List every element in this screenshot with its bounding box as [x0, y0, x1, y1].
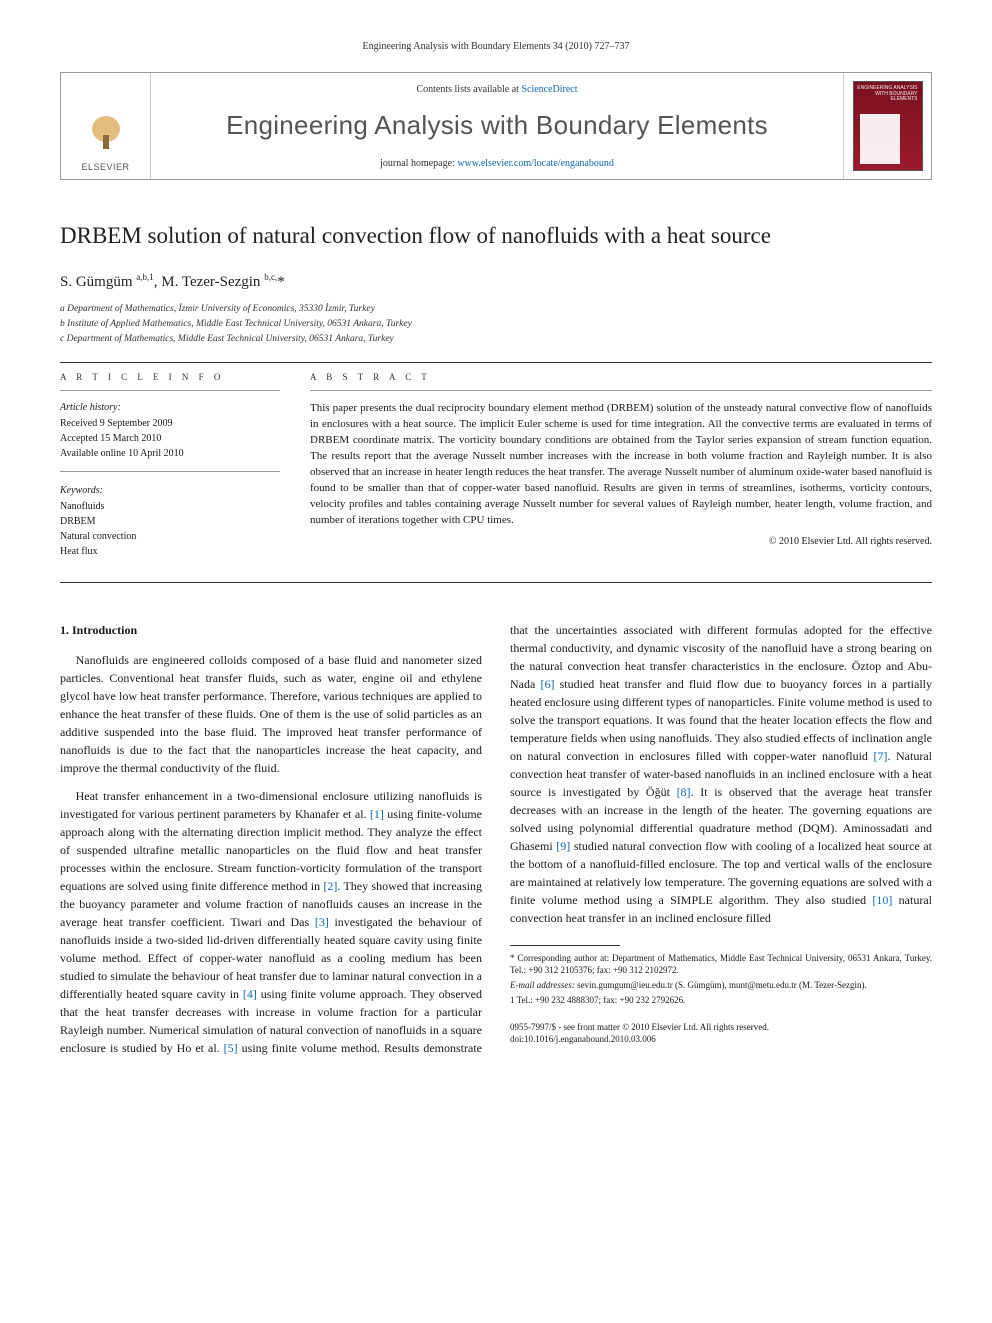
keywords-label: Keywords:: [60, 484, 280, 498]
history-line: Received 9 September 2009: [60, 417, 280, 431]
citation-ref[interactable]: [10]: [872, 893, 892, 907]
contents-line: Contents lists available at ScienceDirec…: [159, 83, 835, 97]
article-meta-row: A R T I C L E I N F O Article history: R…: [60, 371, 932, 560]
divider: [60, 390, 280, 391]
affiliation: c Department of Mathematics, Middle East…: [60, 333, 932, 346]
section-head: 1. Introduction: [60, 621, 482, 639]
doi-block: 0955-7997/$ - see front matter © 2010 El…: [510, 1021, 932, 1045]
citation-ref[interactable]: [6]: [540, 677, 554, 691]
journal-cover-cell: ENGINEERING ANALYSIS WITH BOUNDARY ELEME…: [843, 73, 931, 179]
cover-shape-icon: [860, 114, 900, 164]
citation-ref[interactable]: [3]: [315, 915, 329, 929]
history-label: Article history:: [60, 401, 280, 415]
article-info-col: A R T I C L E I N F O Article history: R…: [60, 371, 280, 560]
sciencedirect-link[interactable]: ScienceDirect: [521, 84, 577, 95]
elsevier-tree-icon: [83, 111, 129, 157]
divider: [310, 390, 932, 391]
body-columns: 1. Introduction Nanofluids are engineere…: [60, 621, 932, 1057]
homepage-prefix: journal homepage:: [380, 158, 457, 169]
citation-ref[interactable]: [1]: [370, 807, 384, 821]
keyword: Natural convection: [60, 530, 280, 544]
cover-label: ENGINEERING ANALYSIS WITH BOUNDARY ELEME…: [854, 86, 918, 103]
divider: [60, 471, 280, 472]
article-title: DRBEM solution of natural convection flo…: [60, 220, 932, 252]
footnote-block: * Corresponding author at: Department of…: [510, 945, 932, 1045]
footnote-divider: [510, 945, 620, 946]
journal-title: Engineering Analysis with Boundary Eleme…: [159, 107, 835, 143]
affiliations: a Department of Mathematics, İzmir Unive…: [60, 303, 932, 347]
history-list: Received 9 September 2009Accepted 15 Mar…: [60, 417, 280, 461]
email-label: E-mail addresses:: [510, 980, 575, 990]
abstract-copyright: © 2010 Elsevier Ltd. All rights reserved…: [310, 535, 932, 549]
affiliation: b Institute of Applied Mathematics, Midd…: [60, 318, 932, 331]
front-matter-line: 0955-7997/$ - see front matter © 2010 El…: [510, 1021, 932, 1033]
authors: S. Gümgüm a,b,1, M. Tezer-Sezgin b,c,*: [60, 271, 932, 293]
keyword: DRBEM: [60, 515, 280, 529]
email-note: E-mail addresses: sevin.gumgum@ieu.edu.t…: [510, 979, 932, 991]
keywords-list: NanofluidsDRBEMNatural convectionHeat fl…: [60, 500, 280, 559]
section-number: 1.: [60, 623, 69, 637]
email-2: munt@metu.edu.tr (M. Tezer-Sezgin).: [729, 980, 867, 990]
keyword: Heat flux: [60, 545, 280, 559]
corresponding-author-note: * Corresponding author at: Department of…: [510, 952, 932, 976]
history-line: Available online 10 April 2010: [60, 447, 280, 461]
abstract-head: A B S T R A C T: [310, 371, 932, 384]
phone-note: 1 Tel.: +90 232 4888307; fax: +90 232 27…: [510, 994, 932, 1006]
article-info-head: A R T I C L E I N F O: [60, 371, 280, 384]
citation-ref[interactable]: [9]: [556, 839, 570, 853]
journal-cover-thumb: ENGINEERING ANALYSIS WITH BOUNDARY ELEME…: [853, 81, 923, 171]
contents-prefix: Contents lists available at: [416, 84, 521, 95]
email-1: sevin.gumgum@ieu.edu.tr (S. Gümgüm),: [577, 980, 727, 990]
abstract-col: A B S T R A C T This paper presents the …: [310, 371, 932, 560]
affiliation: a Department of Mathematics, İzmir Unive…: [60, 303, 932, 316]
keyword: Nanofluids: [60, 500, 280, 514]
running-head: Engineering Analysis with Boundary Eleme…: [60, 40, 932, 54]
body-paragraph: Nanofluids are engineered colloids compo…: [60, 651, 482, 777]
journal-homepage: journal homepage: www.elsevier.com/locat…: [159, 157, 835, 171]
publisher-name: ELSEVIER: [81, 161, 129, 174]
header-mid: Contents lists available at ScienceDirec…: [151, 73, 843, 179]
history-line: Accepted 15 March 2010: [60, 432, 280, 446]
citation-ref[interactable]: [4]: [243, 987, 257, 1001]
citation-ref[interactable]: [5]: [224, 1041, 238, 1055]
section-title: Introduction: [72, 623, 137, 637]
citation-ref[interactable]: [2]: [323, 879, 337, 893]
divider: [60, 582, 932, 583]
homepage-link[interactable]: www.elsevier.com/locate/enganabound: [457, 158, 614, 169]
citation-ref[interactable]: [7]: [873, 749, 887, 763]
publisher-logo-cell: ELSEVIER: [61, 73, 151, 179]
journal-header: ELSEVIER Contents lists available at Sci…: [60, 72, 932, 180]
citation-ref[interactable]: [8]: [677, 785, 691, 799]
abstract-text: This paper presents the dual reciprocity…: [310, 401, 932, 529]
doi-line: doi:10.1016/j.enganabound.2010.03.006: [510, 1033, 932, 1045]
divider: [60, 362, 932, 363]
